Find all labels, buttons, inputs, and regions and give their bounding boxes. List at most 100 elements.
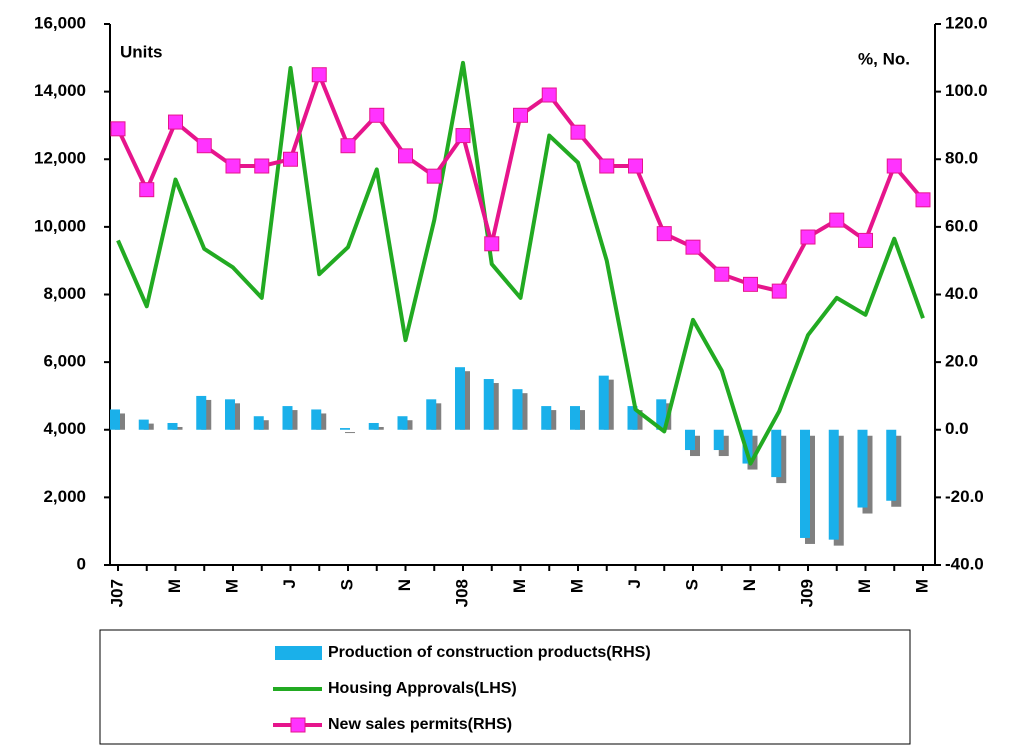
bar: [800, 429, 810, 538]
y-tick-label: 12,000: [34, 149, 86, 168]
marker: [426, 168, 442, 184]
marker: [771, 283, 787, 299]
bar: [771, 429, 782, 478]
marker: [829, 212, 845, 228]
line: [116, 72, 925, 294]
marker: [398, 148, 413, 164]
x-tick-label: S: [682, 579, 701, 590]
y2-axis-label: %, No.: [858, 49, 910, 68]
x-tick-label: M: [165, 579, 184, 593]
bar: [368, 422, 379, 430]
y2-tick-label: 120.0: [945, 13, 988, 32]
y-tick-label: 10,000: [34, 216, 86, 235]
bar: [742, 429, 753, 464]
marker: [656, 226, 672, 242]
bar: [196, 395, 207, 430]
bar-shadow: [345, 432, 355, 434]
bar: [886, 429, 897, 501]
legend-label: Production of construction products(RHS): [328, 644, 651, 661]
x-tick-label: M: [222, 579, 241, 593]
marker: [484, 236, 500, 252]
y2-tick-label: 100.0: [945, 81, 988, 100]
marker: [110, 121, 126, 137]
x-tick-label: N: [740, 579, 759, 591]
bar: [253, 416, 264, 430]
marker: [311, 67, 327, 83]
x-tick-label: J07: [107, 579, 126, 607]
marker: [743, 276, 758, 292]
marker: [800, 229, 816, 245]
y-axis-label: Units: [120, 42, 163, 61]
bar: [311, 409, 322, 430]
marker: [714, 266, 730, 282]
marker: [283, 151, 298, 167]
y-tick-label: 14,000: [34, 81, 86, 100]
y2-tick-label: 0.0: [945, 419, 969, 438]
marker: [886, 158, 902, 174]
bar: [598, 375, 609, 430]
y2-tick-label: 60.0: [945, 216, 978, 235]
marker: [858, 232, 873, 248]
y-tick-label: 6,000: [43, 352, 86, 371]
bar: [828, 429, 839, 540]
x-tick-label: J: [625, 579, 644, 588]
bar: [483, 379, 494, 430]
y-tick-label: 0: [77, 554, 86, 573]
marker: [513, 107, 528, 123]
marker: [455, 128, 471, 144]
bar: [282, 406, 293, 430]
x-tick-label: M: [912, 579, 931, 593]
bar: [455, 367, 465, 430]
bar: [167, 422, 178, 430]
y-tick-label: 16,000: [34, 13, 86, 32]
x-tick-label: J: [280, 579, 299, 588]
bar: [857, 429, 868, 508]
bar: [570, 406, 580, 430]
x-tick-label: J09: [797, 579, 816, 607]
marker: [225, 158, 241, 174]
bar: [541, 406, 552, 430]
bar: [110, 409, 120, 430]
marker: [340, 138, 356, 154]
marker: [599, 158, 615, 174]
y-tick-label: 2,000: [43, 487, 86, 506]
y-tick-label: 8,000: [43, 284, 86, 303]
bar: [397, 416, 408, 430]
y2-tick-label: -40.0: [945, 554, 984, 573]
line: [116, 60, 925, 466]
marker: [628, 158, 643, 174]
y2-tick-label: -20.0: [945, 487, 984, 506]
marker: [915, 192, 931, 208]
x-tick-label: M: [855, 579, 874, 593]
y-tick-label: 4,000: [43, 419, 86, 438]
x-tick-label: M: [510, 579, 529, 593]
bar: [340, 428, 350, 430]
legend-box: [99, 629, 911, 745]
marker: [685, 239, 701, 255]
marker: [139, 182, 155, 198]
y2-tick-label: 80.0: [945, 149, 978, 168]
y2-tick-label: 40.0: [945, 284, 978, 303]
bar: [512, 389, 523, 430]
legend-swatch: [275, 646, 322, 660]
bar: [225, 399, 235, 430]
marker: [541, 87, 557, 103]
marker: [570, 124, 586, 140]
x-tick-label: N: [395, 579, 414, 591]
bar: [138, 419, 149, 430]
marker: [369, 107, 385, 123]
marker: [254, 158, 270, 174]
legend-label: New sales permits(RHS): [328, 716, 512, 733]
x-tick-label: S: [337, 579, 356, 590]
bar: [685, 429, 695, 451]
legend-marker: [290, 717, 306, 733]
x-tick-label: J08: [452, 579, 471, 607]
bar: [627, 406, 638, 430]
x-tick-label: M: [567, 579, 586, 593]
bar: [713, 429, 724, 451]
legend-label: Housing Approvals(LHS): [328, 680, 517, 697]
marker: [168, 114, 183, 130]
bar: [656, 399, 667, 430]
y2-tick-label: 20.0: [945, 352, 978, 371]
